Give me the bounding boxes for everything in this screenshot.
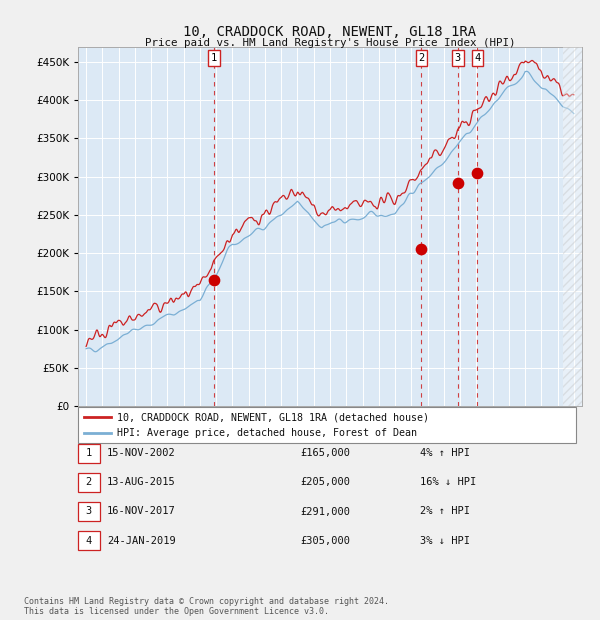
- Text: 16% ↓ HPI: 16% ↓ HPI: [420, 477, 476, 487]
- Text: 10, CRADDOCK ROAD, NEWENT, GL18 1RA (detached house): 10, CRADDOCK ROAD, NEWENT, GL18 1RA (det…: [117, 412, 429, 422]
- Text: £205,000: £205,000: [300, 477, 350, 487]
- Text: 3% ↓ HPI: 3% ↓ HPI: [420, 536, 470, 546]
- Text: £291,000: £291,000: [300, 507, 350, 516]
- Text: Contains HM Land Registry data © Crown copyright and database right 2024.: Contains HM Land Registry data © Crown c…: [24, 597, 389, 606]
- Text: 2: 2: [86, 477, 92, 487]
- Text: 13-AUG-2015: 13-AUG-2015: [107, 477, 176, 487]
- Text: 3: 3: [455, 53, 461, 63]
- Text: £305,000: £305,000: [300, 536, 350, 546]
- Text: 3: 3: [86, 507, 92, 516]
- Point: [416, 244, 426, 254]
- Text: HPI: Average price, detached house, Forest of Dean: HPI: Average price, detached house, Fore…: [117, 428, 417, 438]
- Text: Price paid vs. HM Land Registry's House Price Index (HPI): Price paid vs. HM Land Registry's House …: [145, 38, 515, 48]
- Point: [209, 275, 219, 285]
- Text: This data is licensed under the Open Government Licence v3.0.: This data is licensed under the Open Gov…: [24, 607, 329, 616]
- Text: 1: 1: [211, 53, 217, 63]
- Text: 15-NOV-2002: 15-NOV-2002: [107, 448, 176, 458]
- Point: [473, 168, 482, 178]
- Text: 16-NOV-2017: 16-NOV-2017: [107, 507, 176, 516]
- Text: 2: 2: [418, 53, 424, 63]
- Text: 10, CRADDOCK ROAD, NEWENT, GL18 1RA: 10, CRADDOCK ROAD, NEWENT, GL18 1RA: [184, 25, 476, 39]
- Text: 24-JAN-2019: 24-JAN-2019: [107, 536, 176, 546]
- Text: 4: 4: [86, 536, 92, 546]
- Text: 4% ↑ HPI: 4% ↑ HPI: [420, 448, 470, 458]
- Point: [453, 179, 463, 188]
- Text: 2% ↑ HPI: 2% ↑ HPI: [420, 507, 470, 516]
- Text: £165,000: £165,000: [300, 448, 350, 458]
- Text: 4: 4: [475, 53, 481, 63]
- Text: 1: 1: [86, 448, 92, 458]
